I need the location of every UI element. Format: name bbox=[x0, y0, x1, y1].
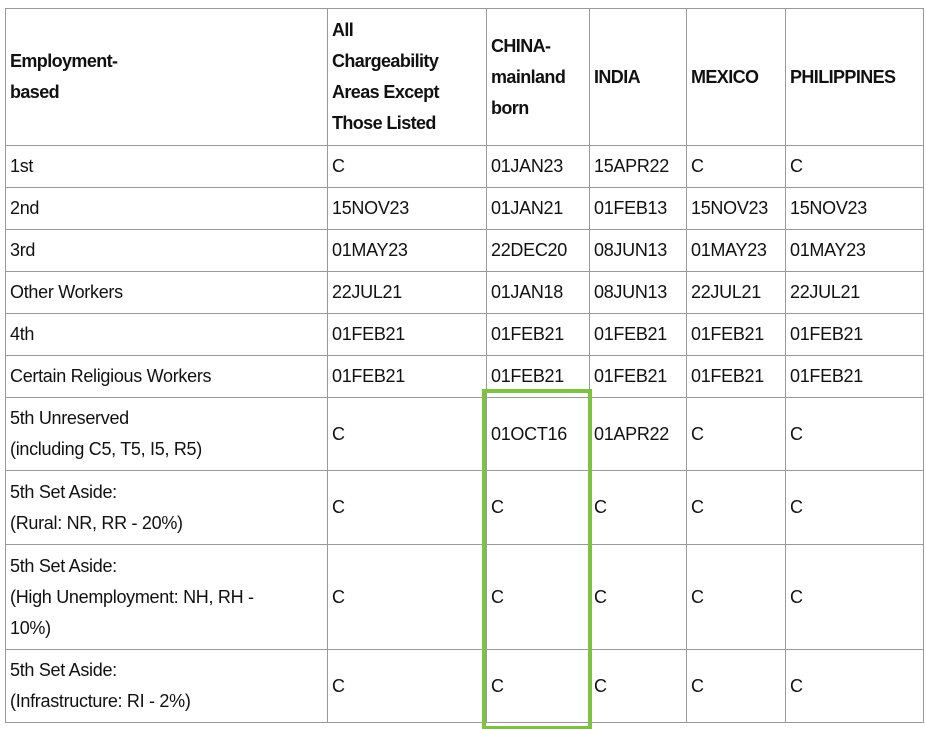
visa-bulletin-table: Employment-based All Chargeability Areas Ex… bbox=[5, 8, 924, 723]
date-cell: C bbox=[486, 544, 590, 650]
date-cell: C bbox=[785, 145, 924, 188]
row-label: 3rd bbox=[5, 229, 328, 272]
date-cell: 01FEB13 bbox=[589, 187, 687, 230]
date-cell: 22JUL21 bbox=[327, 271, 487, 314]
highlight-box bbox=[482, 389, 592, 729]
date-cell: C bbox=[327, 145, 487, 188]
cell-line: born bbox=[491, 97, 529, 118]
date-cell: 22DEC20 bbox=[486, 229, 590, 272]
date-cell: 22JUL21 bbox=[785, 271, 924, 314]
date-cell: 22JUL21 bbox=[686, 271, 786, 314]
date-cell: C bbox=[686, 649, 786, 723]
header-cell: CHINA-mainland born bbox=[486, 8, 590, 146]
date-cell: C bbox=[785, 470, 924, 545]
date-cell: C bbox=[686, 145, 786, 188]
row-label: 5th Unreserved (including C5, T5, I5, R5) bbox=[5, 397, 328, 471]
cell-line: Those Listed bbox=[332, 113, 436, 133]
date-cell: 01MAY23 bbox=[686, 229, 786, 272]
cell-line: CHINA- bbox=[491, 35, 551, 56]
cell-line: based bbox=[10, 82, 60, 102]
date-cell: C bbox=[686, 470, 786, 545]
date-cell: 01FEB21 bbox=[327, 355, 487, 398]
table-row: 3rd 01MAY23 22DEC20 08JUN13 01MAY23 01MAY23 bbox=[5, 229, 924, 272]
cell-line: Chargeability bbox=[332, 51, 439, 71]
date-cell: C bbox=[327, 544, 487, 650]
header-row: Employment-based All Chargeability Areas Ex… bbox=[5, 8, 924, 146]
table-row: 5th Set Aside: (Rural: NR, RR - 20%) C C C C C bbox=[5, 470, 924, 545]
row-label: 1st bbox=[5, 145, 328, 188]
cell-line: (High Unemployment: NH, RH - bbox=[10, 586, 254, 607]
table-row: 5th Set Aside: (Infrastructure: RI - 2%) C… bbox=[5, 649, 924, 723]
table-row: 4th 01FEB21 01FEB21 01FEB21 01FEB21 01FEB21 bbox=[5, 313, 924, 356]
date-cell: 15NOV23 bbox=[785, 187, 924, 230]
date-cell: 01JAN21 bbox=[486, 187, 590, 230]
date-cell: 01FEB21 bbox=[686, 313, 786, 356]
cell-line: 10%) bbox=[10, 617, 51, 638]
date-cell: C bbox=[589, 544, 687, 650]
row-label: 5th Set Aside: (Rural: NR, RR - 20%) bbox=[5, 470, 328, 545]
row-label: 5th Set Aside: (High Unemployment: NH, RH… bbox=[5, 544, 328, 650]
cell-line: 5th Set Aside: bbox=[10, 555, 117, 576]
date-cell: 01APR22 bbox=[589, 397, 687, 471]
date-cell: 01FEB21 bbox=[785, 313, 924, 356]
cell-line: Areas Except bbox=[332, 82, 439, 102]
date-cell: 15NOV23 bbox=[327, 187, 487, 230]
date-cell: C bbox=[686, 397, 786, 471]
table-row: Certain Religious Workers 01FEB21 01FEB21 0… bbox=[5, 355, 924, 398]
date-cell: C bbox=[589, 470, 687, 545]
row-label: Other Workers bbox=[5, 271, 328, 314]
cell-line: 5th Unreserved bbox=[10, 408, 129, 428]
date-cell: 01FEB21 bbox=[686, 355, 786, 398]
row-label: 4th bbox=[5, 313, 328, 356]
row-label: 2nd bbox=[5, 187, 328, 230]
date-cell: 01FEB21 bbox=[785, 355, 924, 398]
date-cell: C bbox=[327, 470, 487, 545]
date-cell: C bbox=[785, 544, 924, 650]
table-row: 5th Set Aside: (High Unemployment: NH, RH… bbox=[5, 544, 924, 650]
header-cell: PHILIPPINES bbox=[785, 8, 924, 146]
cell-line: mainland bbox=[491, 66, 566, 87]
header-cell: All Chargeability Areas Except Those Listed bbox=[327, 8, 487, 146]
date-cell: 01FEB21 bbox=[589, 355, 687, 398]
header-cell: MEXICO bbox=[686, 8, 786, 146]
cell-line: (including C5, T5, I5, R5) bbox=[10, 439, 202, 459]
date-cell: C bbox=[785, 649, 924, 723]
date-cell: 01JAN18 bbox=[486, 271, 590, 314]
date-cell: C bbox=[785, 397, 924, 471]
cell-line: (Rural: NR, RR - 20%) bbox=[10, 512, 183, 533]
date-cell: 15APR22 bbox=[589, 145, 687, 188]
date-cell: 01FEB21 bbox=[486, 313, 590, 356]
date-cell: 01MAY23 bbox=[785, 229, 924, 272]
table-row: Other Workers 22JUL21 01JAN18 08JUN13 22JUL2… bbox=[5, 271, 924, 314]
cell-line: 5th Set Aside: bbox=[10, 660, 117, 680]
date-cell: 01FEB21 bbox=[327, 313, 487, 356]
cell-line: 5th Set Aside: bbox=[10, 481, 117, 502]
date-cell: 01OCT16 bbox=[486, 397, 590, 471]
cell-line: All bbox=[332, 20, 354, 40]
table-row: 5th Unreserved (including C5, T5, I5, R5)… bbox=[5, 397, 924, 471]
header-cell: INDIA bbox=[589, 8, 687, 146]
date-cell: 01FEB21 bbox=[589, 313, 687, 356]
date-cell: C bbox=[589, 649, 687, 723]
cell-line: (Infrastructure: RI - 2%) bbox=[10, 691, 191, 711]
date-cell: C bbox=[686, 544, 786, 650]
cell-line: Employment- bbox=[10, 51, 118, 71]
date-cell: C bbox=[327, 397, 487, 471]
row-label: Certain Religious Workers bbox=[5, 355, 328, 398]
header-cell: Employment-based bbox=[5, 8, 328, 146]
date-cell: 08JUN13 bbox=[589, 271, 687, 314]
row-label: 5th Set Aside: (Infrastructure: RI - 2%) bbox=[5, 649, 328, 723]
date-cell: 01JAN23 bbox=[486, 145, 590, 188]
table-row: 1st C 01JAN23 15APR22 C C bbox=[5, 145, 924, 188]
date-cell: C bbox=[327, 649, 487, 723]
date-cell: 08JUN13 bbox=[589, 229, 687, 272]
date-cell: 01MAY23 bbox=[327, 229, 487, 272]
date-cell: 15NOV23 bbox=[686, 187, 786, 230]
table-row: 2nd 15NOV23 01JAN21 01FEB13 15NOV23 15NOV23 bbox=[5, 187, 924, 230]
